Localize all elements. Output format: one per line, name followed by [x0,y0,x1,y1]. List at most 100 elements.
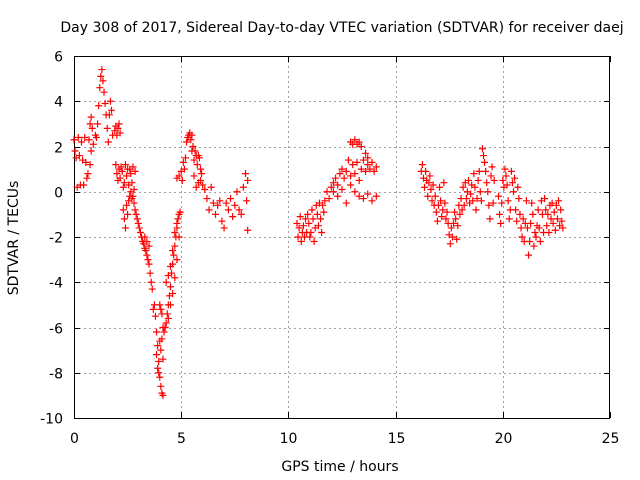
data-point [188,147,196,155]
data-point [88,124,96,132]
data-point [112,161,120,169]
data-point [118,167,126,175]
y-tick-label: -8 [49,367,63,383]
data-point [70,136,78,144]
x-tick-label: 25 [602,431,620,447]
data-point [183,138,191,146]
data-point [368,158,376,166]
data-point [82,158,90,166]
data-point [511,174,519,182]
data-point [129,192,137,200]
data-point [336,170,344,178]
data-point [161,324,169,331]
data-point [196,165,204,173]
data-point [214,201,222,209]
data-point [131,167,139,175]
data-point [338,165,346,173]
data-point [344,156,352,164]
data-point [429,181,437,189]
data-point [124,210,132,218]
data-point [101,100,109,108]
data-point [342,199,350,207]
data-point [305,219,313,227]
data-point [436,183,444,191]
data-point [170,251,178,259]
data-point [216,197,224,205]
data-point [153,328,161,336]
data-point [195,154,203,162]
data-point [104,138,112,146]
data-point [470,170,478,178]
data-point [519,215,527,223]
data-point [432,208,440,216]
data-point [188,131,196,139]
data-point [548,199,556,207]
data-point [549,219,557,227]
data-point [181,154,189,162]
data-point [143,251,151,259]
data-point [187,136,195,144]
data-point [233,188,241,196]
data-point [325,195,333,203]
data-point [84,170,92,178]
data-point [231,201,239,209]
data-point [431,192,439,200]
data-point [96,84,104,92]
data-point [141,233,149,241]
data-point [145,242,153,250]
data-point [526,238,534,246]
data-point [532,233,540,241]
data-point [462,195,470,203]
chart-title: Day 308 of 2017, Sidereal Day-to-day VTE… [60,20,623,36]
data-point [74,133,82,141]
data-point [147,278,155,286]
data-point [347,172,355,180]
data-point [362,149,370,157]
data-point [338,185,346,193]
data-point [544,210,552,218]
data-point [517,224,525,232]
data-point [201,185,209,193]
data-point [180,165,188,173]
data-point [545,228,553,236]
data-point [314,222,322,230]
data-point [536,238,544,246]
data-point [558,217,566,225]
data-point [243,197,251,205]
y-tick-label: 4 [54,95,63,111]
grid-lines [74,56,610,418]
data-point [448,233,456,241]
data-point [318,228,326,236]
data-point [481,158,489,166]
data-point [127,170,135,178]
data-point [189,143,197,150]
data-point [557,206,565,214]
data-point [516,210,524,218]
data-point [151,312,159,320]
data-point [477,197,485,205]
data-point [156,301,164,309]
y-tick-label: -2 [49,231,63,247]
data-point [166,283,174,291]
data-point [501,165,509,173]
axis-ticks [74,56,611,419]
data-point [362,167,370,175]
data-point [418,161,426,169]
data-point [176,208,184,216]
data-point [434,201,442,209]
data-point [71,147,79,155]
data-point [442,215,450,223]
data-point [552,201,560,209]
data-point [93,133,101,141]
data-point [518,233,526,241]
data-point [87,147,95,155]
data-point [116,129,124,137]
data-point [531,228,539,236]
data-point [308,206,316,214]
data-point [437,197,445,205]
data-point [162,278,170,286]
data-point [364,190,372,198]
data-point [482,167,490,175]
data-point [334,192,342,200]
data-point [294,233,302,241]
